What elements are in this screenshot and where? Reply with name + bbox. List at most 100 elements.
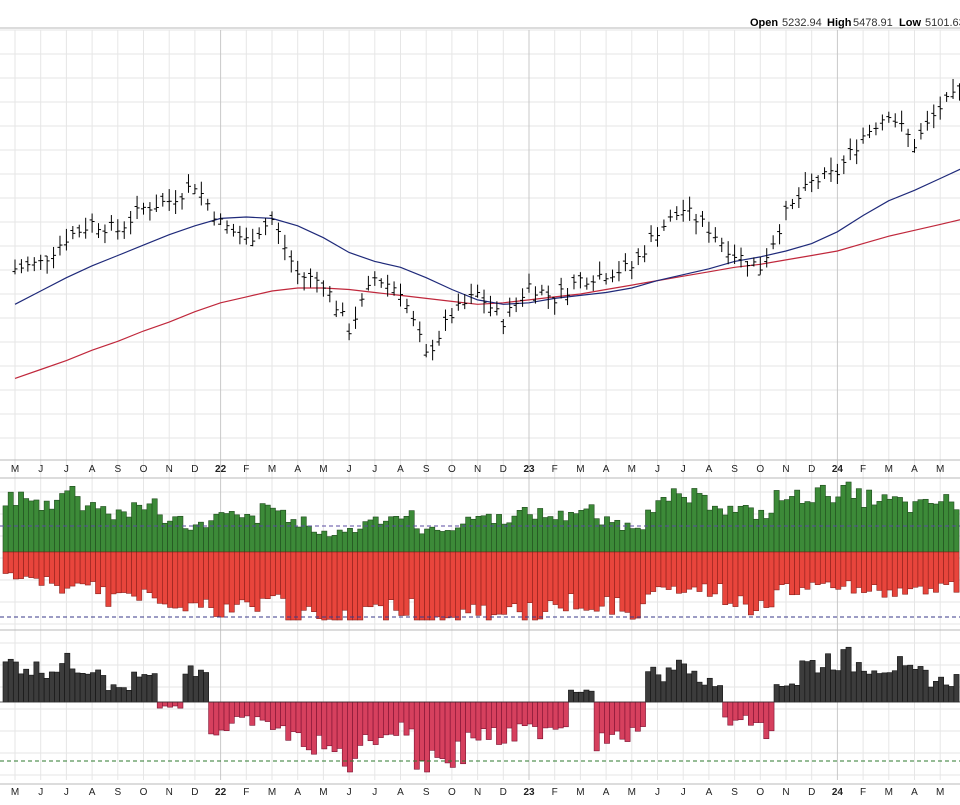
- net-negative-bar: [296, 702, 301, 733]
- net-negative-bar: [753, 702, 758, 723]
- net-negative-bar: [615, 702, 620, 731]
- decliners-bar: [173, 552, 178, 608]
- net-positive-bar: [142, 674, 147, 702]
- decliners-bar: [666, 552, 671, 590]
- month-tick-label: J: [64, 787, 69, 798]
- decliners-bar: [209, 552, 214, 608]
- advancers-bar: [65, 491, 70, 552]
- decliners-bar: [723, 552, 728, 605]
- advancers-bar: [872, 505, 877, 552]
- month-tick-label: F: [243, 787, 249, 798]
- net-positive-bar: [887, 673, 892, 702]
- advancers-bar: [646, 510, 651, 552]
- advancers-bar: [157, 515, 162, 552]
- net-positive-bar: [568, 690, 573, 702]
- advancers-bar: [558, 511, 563, 552]
- net-positive-bar: [805, 662, 810, 702]
- net-positive-bar: [851, 672, 856, 702]
- net-positive-bar: [789, 684, 794, 702]
- advancers-bar: [738, 506, 743, 552]
- net-negative-bar: [301, 702, 306, 747]
- net-positive-bar: [60, 663, 65, 702]
- advancers-bar: [198, 522, 203, 552]
- decliners-bar: [795, 552, 800, 595]
- advancers-bar: [589, 505, 594, 552]
- decliners-bar: [841, 552, 846, 586]
- decliners-bar: [851, 552, 856, 593]
- decliners-bar: [137, 552, 142, 600]
- decliners-bar: [579, 552, 584, 608]
- net-negative-bar: [486, 702, 491, 740]
- net-negative-bar: [404, 702, 409, 735]
- decliners-bar: [836, 552, 841, 589]
- advancers-bar: [640, 530, 645, 552]
- month-tick-label: J: [347, 787, 352, 798]
- advancers-bar: [512, 516, 517, 552]
- advancers-bar: [574, 514, 579, 552]
- month-tick-label: D: [500, 464, 507, 475]
- decliners-bar: [260, 552, 265, 598]
- net-negative-bar: [502, 702, 507, 743]
- decliners-bar: [301, 552, 306, 610]
- month-tick-label: J: [372, 464, 377, 475]
- decliners-bar: [861, 552, 866, 593]
- decliners-bar: [65, 552, 70, 588]
- advancers-bar: [358, 529, 363, 552]
- month-tick-label: J: [38, 787, 43, 798]
- decliners-bar: [337, 552, 342, 620]
- advancers-bar: [39, 510, 44, 552]
- net-positive-bar: [152, 674, 157, 702]
- decliners-bar: [928, 552, 933, 588]
- month-tick-label: J: [655, 464, 660, 475]
- advancers-bar: [517, 510, 522, 552]
- decliners-bar: [872, 552, 877, 585]
- decliners-bar: [918, 552, 923, 586]
- advancers-bar: [80, 511, 85, 552]
- decliners-bar: [831, 552, 836, 588]
- month-tick-label: A: [294, 464, 301, 475]
- net-negative-bar: [527, 702, 532, 724]
- advancers-bar: [301, 517, 306, 552]
- advancers-bar: [553, 520, 558, 552]
- advancers-bar: [471, 519, 476, 552]
- net-positive-bar: [892, 671, 897, 702]
- decliners-bar: [805, 552, 810, 589]
- decliners-bar: [913, 552, 918, 587]
- month-tick-label: M: [576, 464, 584, 475]
- advancers-bar: [604, 517, 609, 552]
- advancers-bar: [389, 517, 394, 552]
- month-tick-label: 24: [832, 464, 844, 475]
- advancers-bar: [44, 501, 49, 552]
- advancers-bar: [60, 494, 65, 552]
- advancers-bar: [209, 521, 214, 552]
- decliners-bar: [49, 552, 54, 583]
- decliners-bar: [3, 552, 8, 574]
- net-negative-bar: [538, 702, 543, 739]
- advancers-bar: [126, 517, 131, 552]
- decliners-bar: [317, 552, 322, 619]
- advancers-bar: [281, 510, 286, 552]
- decliners-bar: [574, 552, 579, 609]
- net-positive-bar: [80, 673, 85, 702]
- decliners-bar: [676, 552, 681, 593]
- decliners-bar: [512, 552, 517, 604]
- advancers-bar: [877, 501, 882, 552]
- net-negative-bar: [738, 702, 743, 720]
- net-positive-bar: [49, 672, 54, 702]
- advancers-bar: [759, 510, 764, 552]
- month-tick-label: M: [268, 787, 276, 798]
- month-tick-label: F: [552, 787, 558, 798]
- net-positive-bar: [933, 681, 938, 702]
- net-negative-bar: [368, 702, 373, 741]
- advancers-bar: [8, 492, 13, 552]
- net-negative-bar: [342, 702, 347, 766]
- decliners-bar: [358, 552, 363, 620]
- decliners-bar: [856, 552, 861, 588]
- decliners-bar: [466, 552, 471, 613]
- open-value: 5232.94: [782, 17, 822, 29]
- net-negative-bar: [245, 702, 250, 716]
- net-negative-bar: [517, 702, 522, 724]
- decliners-bar: [440, 552, 445, 620]
- decliners-bar: [404, 552, 409, 615]
